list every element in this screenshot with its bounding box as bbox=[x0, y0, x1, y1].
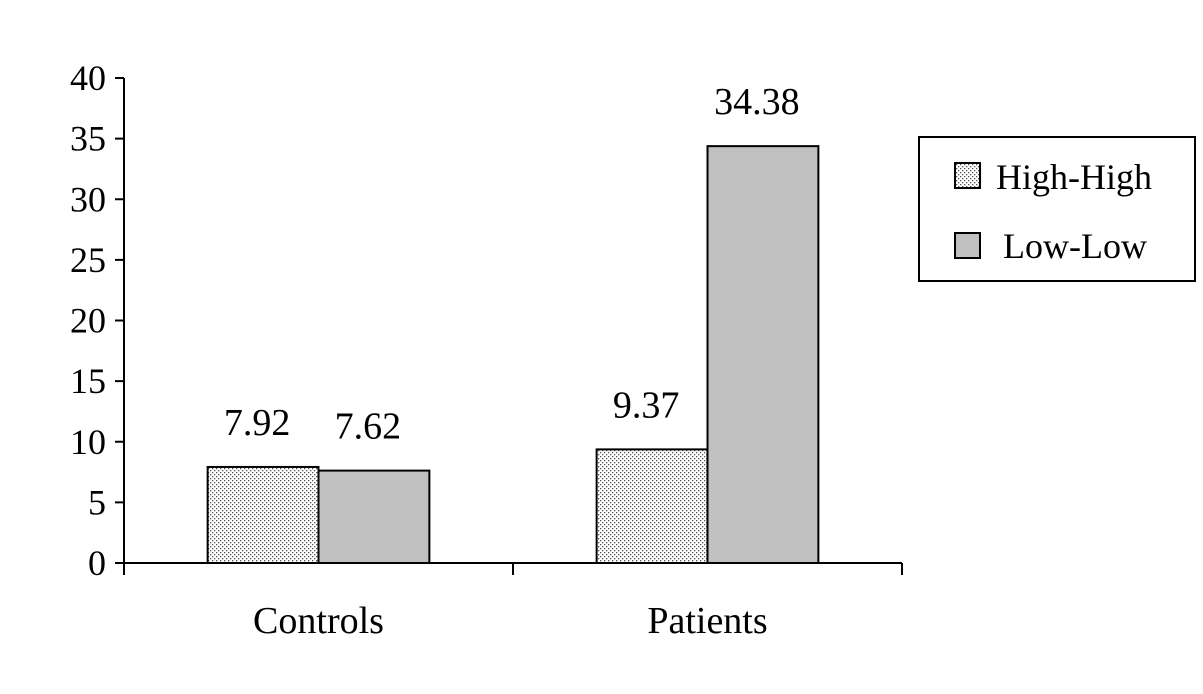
y-tick-label: 25 bbox=[70, 240, 106, 280]
x-category-label: Patients bbox=[647, 600, 767, 642]
y-tick-label: 20 bbox=[70, 301, 106, 341]
bar-high-high-controls bbox=[206, 465, 320, 564]
bars bbox=[206, 145, 820, 565]
y-tick-label: 15 bbox=[70, 361, 106, 401]
x-category-label: Controls bbox=[253, 600, 384, 642]
bar-low-low-patients bbox=[706, 145, 820, 565]
legend-swatch-low-low bbox=[954, 232, 981, 259]
legend-swatch-high-high bbox=[954, 162, 981, 189]
data-label: 7.62 bbox=[335, 406, 402, 448]
data-labels: 7.92 7.62 9.37 34.38 bbox=[224, 81, 800, 447]
bar-low-low-controls bbox=[317, 469, 431, 565]
data-label: 9.37 bbox=[613, 384, 680, 426]
bar-high-high-patients bbox=[595, 448, 709, 565]
data-label: 7.92 bbox=[224, 402, 291, 444]
y-tick-label: 40 bbox=[70, 58, 106, 98]
y-tick-label: 10 bbox=[70, 422, 106, 462]
axes: 0 5 10 15 20 25 30 35 40 Controls Patients bbox=[70, 58, 903, 642]
legend-label-high-high: High-High bbox=[996, 157, 1152, 197]
legend-label-low-low: Low-Low bbox=[1003, 226, 1147, 266]
y-tick-label: 35 bbox=[70, 119, 106, 159]
y-tick-label: 30 bbox=[70, 179, 106, 219]
y-tick-label: 0 bbox=[88, 543, 106, 583]
legend: High-High Low-Low bbox=[918, 136, 1196, 282]
y-tick-label: 5 bbox=[88, 482, 106, 522]
data-label: 34.38 bbox=[714, 81, 800, 123]
